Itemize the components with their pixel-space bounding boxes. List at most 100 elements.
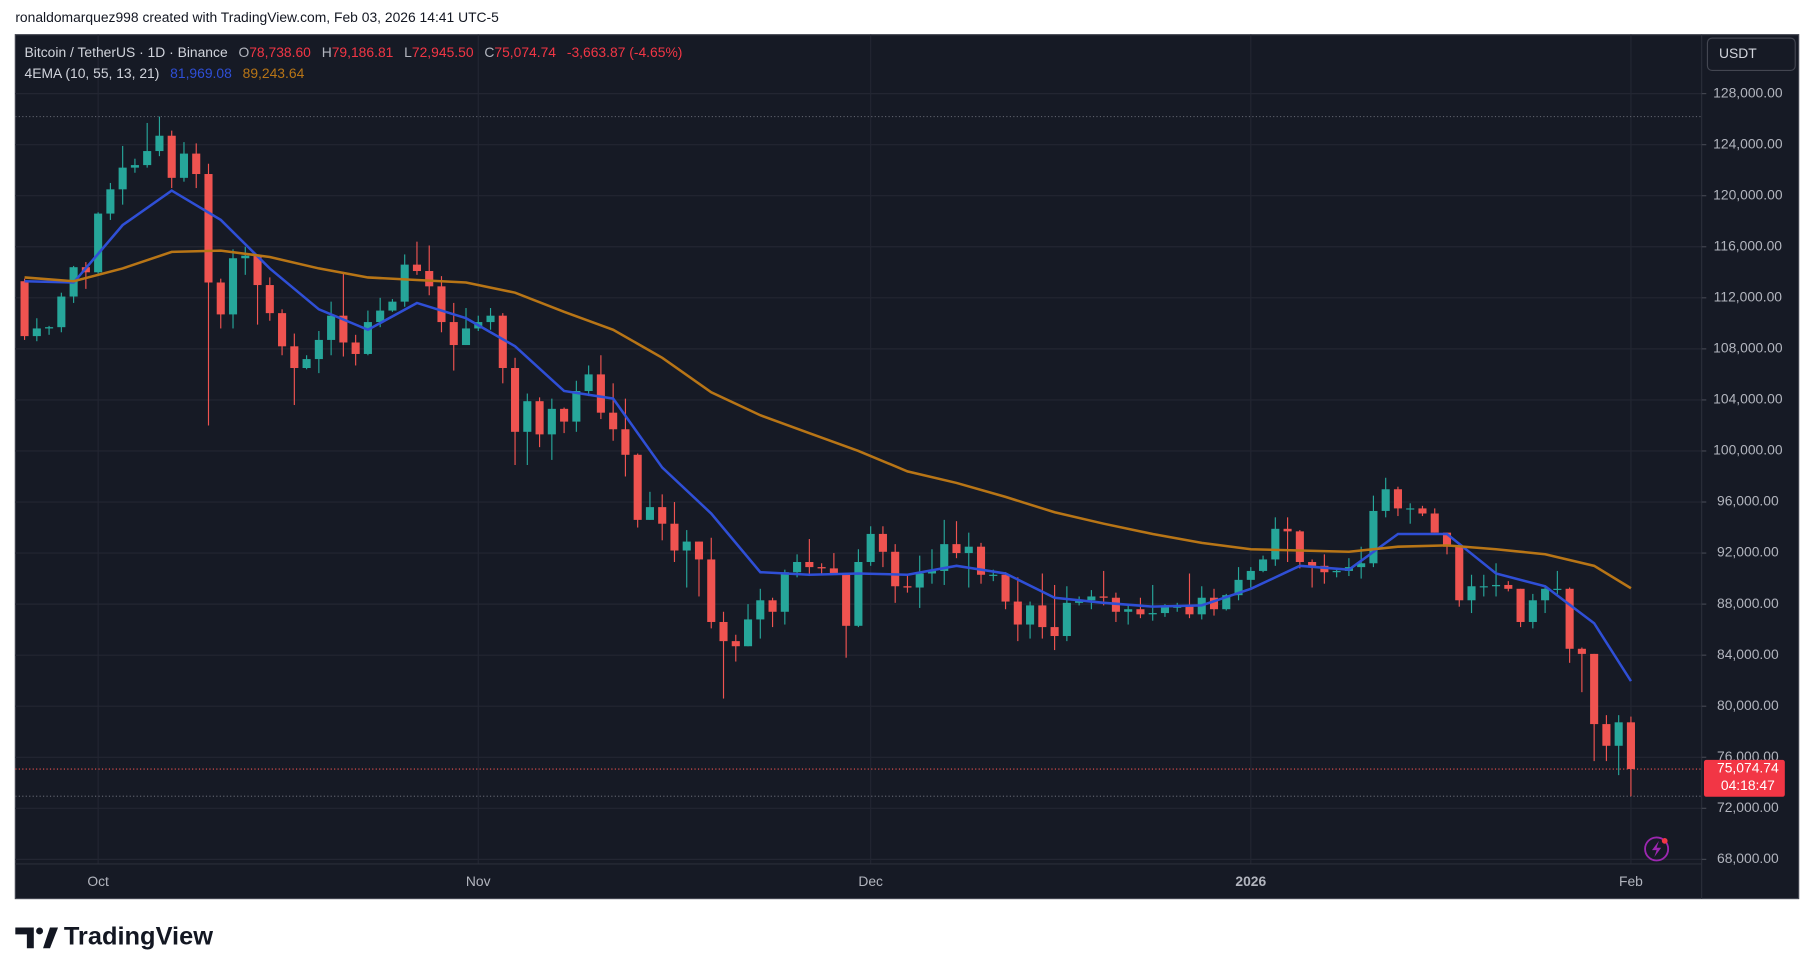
candle [707, 537, 716, 629]
candle-body [842, 573, 851, 626]
candle [253, 254, 262, 325]
candle-body [1565, 588, 1574, 649]
candle-body [155, 135, 164, 152]
chart-panel [14, 34, 1800, 900]
candle-body [719, 621, 728, 642]
candle-body [363, 322, 372, 354]
candle [645, 491, 654, 520]
credit: ronaldomarquez998 created with TradingVi… [15, 9, 499, 25]
candle [498, 313, 507, 384]
candle [1148, 584, 1157, 621]
candle-body [204, 174, 213, 283]
candle-body [94, 213, 103, 273]
candle-body [179, 153, 189, 178]
candle [1283, 517, 1292, 562]
candle [1590, 653, 1599, 762]
legend-key: H [322, 44, 332, 60]
candle [976, 542, 986, 584]
candle [1013, 577, 1022, 642]
candle [155, 116, 164, 157]
candle-body [1492, 584, 1501, 587]
candle [20, 278, 29, 340]
candle [1577, 647, 1586, 693]
candle-body [1099, 596, 1108, 598]
legend-key: L [404, 44, 412, 60]
candle [265, 277, 274, 321]
candle-body [1614, 722, 1623, 746]
candle [572, 380, 581, 432]
candle [547, 398, 556, 460]
candle [1442, 532, 1452, 555]
ema-line [24, 189, 1633, 682]
candle-body [731, 641, 740, 647]
candle [216, 278, 225, 329]
candle [351, 334, 360, 366]
candle [1406, 503, 1415, 524]
candle [1516, 588, 1525, 628]
candle [694, 541, 704, 597]
candle [903, 574, 912, 593]
candle [461, 308, 471, 346]
candle-body [878, 533, 887, 552]
y-tick-label: 108,000.00 [1713, 340, 1783, 356]
candle [1087, 590, 1096, 610]
candle-body [976, 546, 986, 575]
candle [1614, 715, 1623, 776]
candle-body [793, 561, 802, 573]
candle [302, 355, 311, 370]
candle-body [1209, 597, 1219, 610]
candle-body [572, 390, 581, 422]
alert-icon[interactable] [1644, 836, 1670, 862]
candle-body [682, 541, 691, 551]
candle [1234, 567, 1243, 601]
candle [719, 611, 728, 699]
candle-body [327, 315, 336, 340]
candle-body [1185, 606, 1194, 615]
logo-mark [15, 927, 34, 949]
candle [842, 573, 851, 658]
candle [1136, 597, 1145, 619]
currency-box[interactable] [1706, 37, 1796, 72]
legend-value: 72,945.50 [412, 44, 474, 60]
candle [866, 526, 875, 566]
candle-body [1393, 489, 1402, 509]
candle [412, 241, 421, 275]
candle-body [1124, 609, 1133, 612]
candle-body [1381, 489, 1390, 511]
candle [192, 143, 201, 189]
y-tick-label: 116,000.00 [1714, 237, 1783, 253]
candle-body [1038, 605, 1047, 628]
candle-body [1308, 561, 1317, 566]
candle-body [1246, 570, 1255, 580]
candle [228, 249, 238, 329]
candle-body [278, 313, 287, 347]
candle-body [1467, 586, 1476, 601]
candle-body [302, 359, 311, 369]
y-tick-label: 92,000.00 [1717, 544, 1779, 560]
candle-body [1271, 528, 1280, 560]
candle [952, 521, 961, 559]
currency: USDT [1719, 45, 1757, 61]
candle [805, 539, 814, 577]
indicator-label: 4EMA (10, 55, 13, 21) [25, 65, 160, 81]
candle-body [927, 570, 937, 574]
candle [584, 365, 593, 397]
candle-body [57, 296, 66, 328]
candle [1001, 572, 1010, 610]
candle-body [609, 412, 618, 430]
candle [854, 549, 863, 628]
candle-body [694, 541, 704, 560]
candle-body [645, 507, 654, 520]
candle [560, 407, 569, 434]
candle [756, 588, 765, 639]
candle-body [768, 600, 777, 612]
candle [130, 158, 139, 173]
candle-body [547, 408, 556, 435]
candle [1308, 559, 1317, 588]
candle [658, 494, 667, 541]
candle-body [670, 523, 679, 551]
candle [1038, 573, 1047, 639]
candle [927, 549, 937, 584]
logo-mark [36, 927, 44, 935]
candle [1430, 508, 1439, 533]
